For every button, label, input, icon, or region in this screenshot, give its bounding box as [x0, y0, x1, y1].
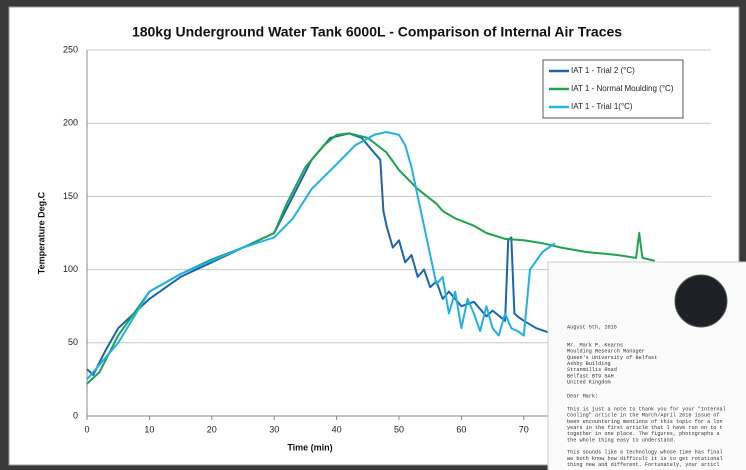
x-tick-label: 70 [519, 424, 529, 434]
letter-body-line: years in the first article that I have r… [567, 425, 723, 431]
x-tick-label: 0 [84, 424, 89, 434]
y-tick-label: 200 [63, 118, 78, 128]
letter-body-line: together in one place. The figures, phot… [567, 431, 720, 437]
letter-body-line: Cooling" article in the March/April 2016… [567, 413, 720, 419]
y-tick-label: 100 [63, 264, 78, 274]
letter-address-line: Moulding Research Manager [567, 349, 645, 355]
letter-logo [675, 275, 727, 327]
letter-body-line: This is just a note to thank you for you… [567, 406, 726, 412]
letter-address-line: Belfast BT9 5AH [567, 373, 614, 379]
legend: IAT 1 - Trial 2 (°C) IAT 1 - Normal Mould… [543, 60, 683, 118]
screenshot: 180kg Underground Water Tank 6000L - Com… [0, 0, 746, 470]
y-tick-label: 50 [68, 337, 78, 347]
letter-date: August 5th, 2016 [567, 324, 617, 330]
letter-body-line: been encountering mentions of this topic… [567, 419, 723, 425]
legend-label: IAT 1 - Trial 1(°C) [571, 102, 633, 111]
letter-salutation: Dear Mark: [567, 393, 598, 399]
x-tick-label: 40 [332, 424, 342, 434]
letter-address-line: Ashby Building [567, 361, 611, 367]
letter-body-line: thing new and different. Fortunately, yo… [567, 462, 720, 468]
x-tick-label: 30 [269, 424, 279, 434]
x-tick-label: 50 [394, 424, 404, 434]
x-axis-label: Time (min) [287, 442, 332, 452]
page: 180kg Underground Water Tank 6000L - Com… [0, 0, 746, 470]
legend-label: IAT 1 - Trial 2 (°C) [571, 66, 635, 75]
x-tick-label: 60 [456, 424, 466, 434]
letter-address-line: Queen's University of Belfast [567, 355, 657, 361]
y-tick-label: 250 [63, 44, 78, 54]
letter-body-line: This sounds like a technology whose time… [567, 450, 723, 456]
letter-address-line: Stranmillis Road [567, 367, 617, 373]
y-tick-label: 0 [73, 410, 78, 420]
letter-overlay: August 5th, 2016 Dear Mark: Mr. Mark P. … [548, 262, 746, 470]
x-tick-label: 10 [144, 424, 154, 434]
y-axis-label: Temperature Deg.C [36, 191, 46, 274]
letter-body-line: we both know how difficult it is to get … [567, 456, 723, 462]
letter-address-line: Mr. Mark P. Kearns [567, 342, 623, 348]
letter-address-line: United Kingdom [567, 380, 611, 386]
chart-title: 180kg Underground Water Tank 6000L - Com… [132, 24, 622, 40]
legend-label: IAT 1 - Normal Moulding (°C) [571, 84, 674, 93]
x-tick-label: 20 [207, 424, 217, 434]
y-tick-label: 150 [63, 191, 78, 201]
letter-body-line: the whole thing easy to understand. [567, 437, 676, 443]
